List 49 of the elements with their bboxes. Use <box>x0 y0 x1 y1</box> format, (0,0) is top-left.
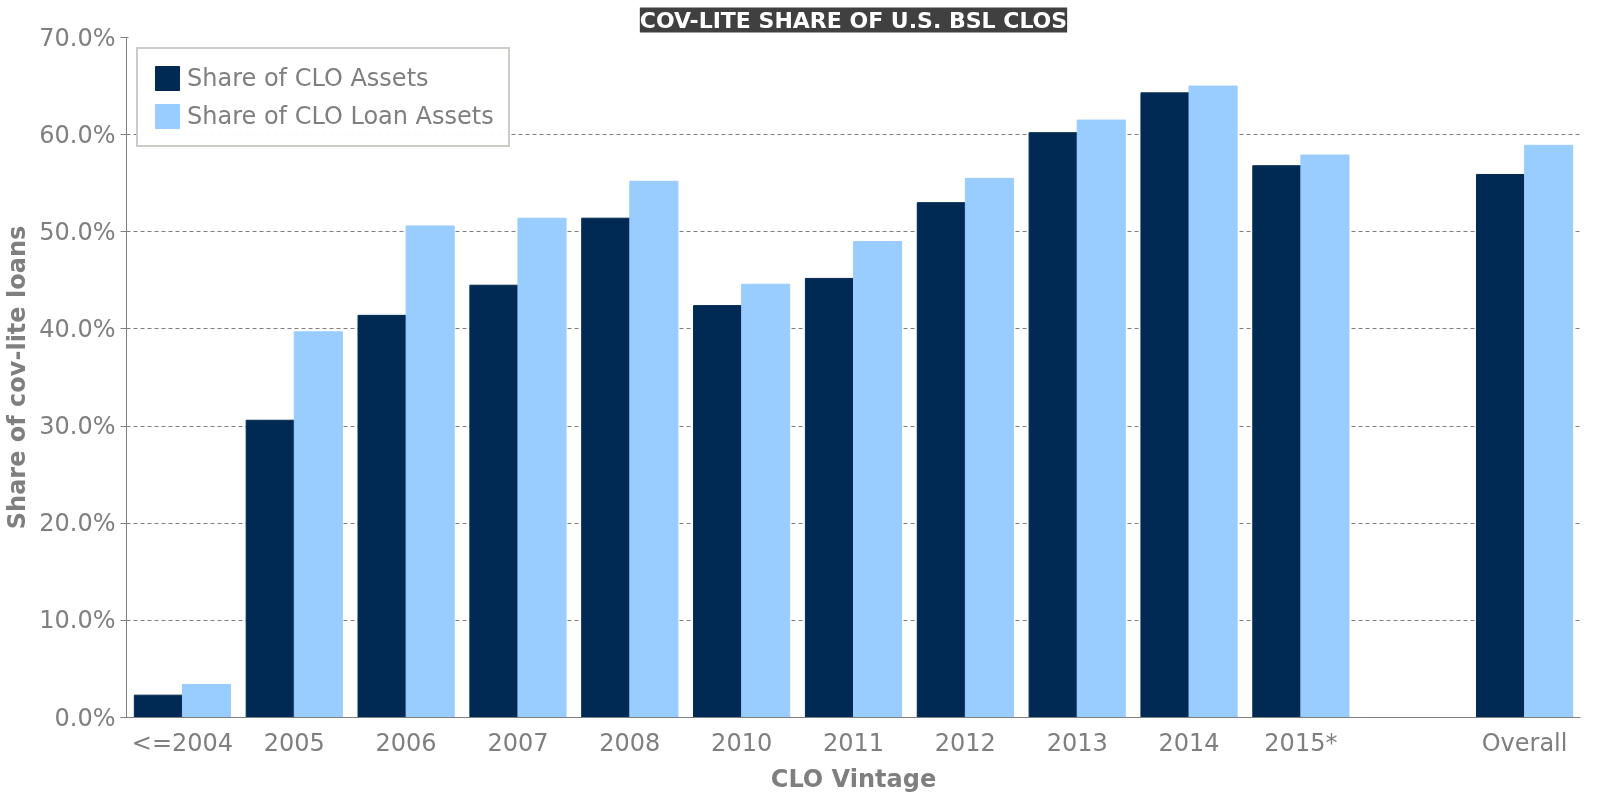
y-tick-label: 60.0% <box>39 120 116 149</box>
y-tick-label: 70.0% <box>39 23 116 52</box>
x-tick-label: 2011 <box>822 728 885 757</box>
x-tick-label: 2012 <box>934 728 996 757</box>
legend-label: Share of CLO Assets <box>187 64 429 92</box>
x-tick-label: 2005 <box>263 728 325 757</box>
y-tick-label: 10.0% <box>39 606 116 635</box>
bar <box>181 683 232 718</box>
bar <box>1475 173 1526 718</box>
y-tick-label: 20.0% <box>39 509 116 538</box>
y-tick-label: 40.0% <box>39 314 116 343</box>
bar <box>517 217 567 718</box>
x-tick-label: Overall <box>1481 728 1568 757</box>
bar <box>693 305 743 718</box>
bar <box>629 180 679 718</box>
bar <box>133 694 183 718</box>
bar <box>293 331 343 718</box>
chart-title: COV-LITE SHARE OF U.S. BSL CLOS <box>639 7 1068 33</box>
bar <box>853 241 903 718</box>
bar <box>741 283 791 718</box>
bar <box>964 177 1014 718</box>
bar <box>1028 132 1078 718</box>
bar <box>581 217 631 718</box>
x-tick-label: 2007 <box>487 728 549 757</box>
bar <box>1076 119 1126 718</box>
y-tick-label: 0.0% <box>54 703 116 732</box>
bar <box>916 202 966 718</box>
x-tick-label: 2010 <box>711 728 773 757</box>
bar <box>1524 144 1574 718</box>
y-tick-label: 30.0% <box>39 412 116 441</box>
bar <box>405 225 455 718</box>
y-axis-title: Share of cov-lite loans <box>3 225 32 530</box>
y-tick-label: 50.0% <box>39 217 116 246</box>
x-tick-label: 2014 <box>1158 728 1220 757</box>
legend-label: Share of CLO Loan Assets <box>187 102 494 130</box>
x-tick-label: 2008 <box>599 728 661 757</box>
x-tick-label: 2006 <box>375 728 437 757</box>
x-tick-label: <=2004 <box>131 728 234 757</box>
x-tick-label: 2013 <box>1046 728 1108 757</box>
x-axis-title: CLO Vintage <box>770 764 937 793</box>
x-tick-label: 2015* <box>1264 728 1338 757</box>
bar <box>245 419 295 718</box>
bar <box>1252 165 1302 718</box>
bar <box>804 277 854 718</box>
bar <box>1300 154 1350 718</box>
bar <box>1140 92 1190 718</box>
bar <box>469 284 519 718</box>
bar <box>1188 85 1238 718</box>
bar <box>357 314 407 718</box>
